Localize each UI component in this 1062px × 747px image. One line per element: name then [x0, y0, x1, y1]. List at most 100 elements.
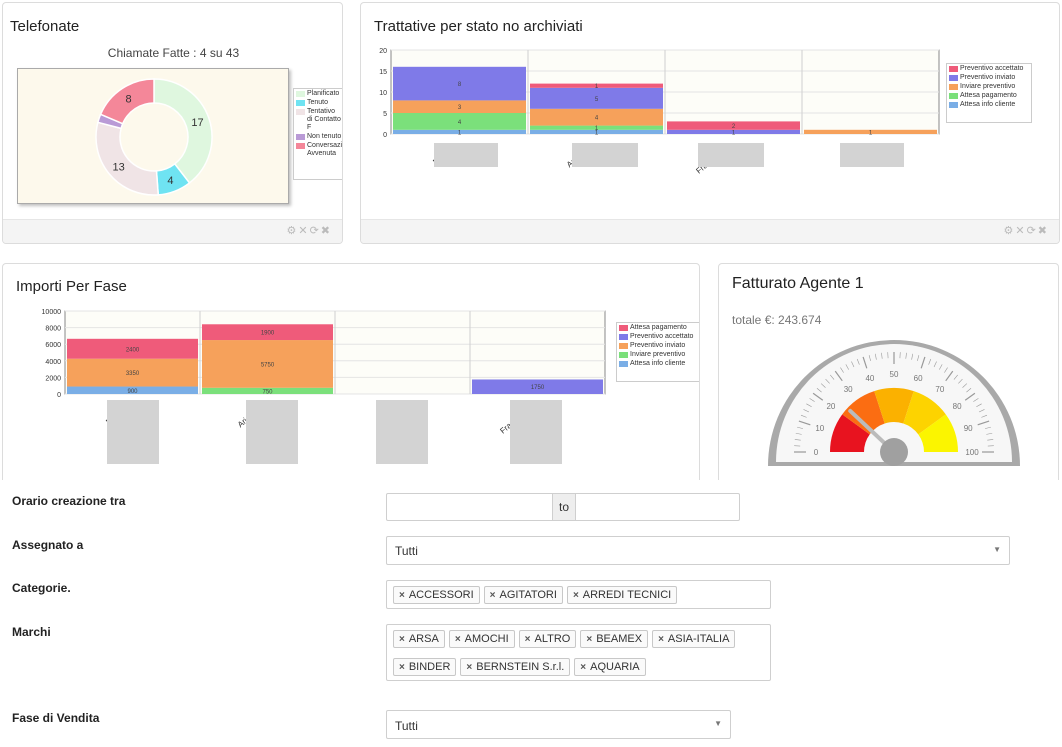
gauge-tick — [830, 374, 835, 380]
marchi-tag-label: BEAMEX — [596, 633, 643, 645]
telefonate-tools-icons[interactable]: ⚙✕⟳✖ — [286, 224, 332, 237]
tratt-bar-value-label: 1 — [458, 130, 462, 136]
telefonate-legend-item[interactable]: Tenuto — [296, 99, 342, 107]
gauge-tick — [851, 361, 855, 368]
marchi-tag[interactable]: × ALTRO — [518, 630, 577, 648]
remove-tag-icon[interactable]: × — [586, 633, 593, 645]
remove-tag-icon[interactable]: × — [572, 589, 579, 601]
importi-y-tick-label: 8000 — [45, 326, 61, 333]
marchi-tag[interactable]: × AMOCHI — [448, 630, 515, 648]
donut-slice — [99, 78, 155, 125]
marchi-tag[interactable]: × AQUARIA — [574, 658, 646, 676]
trattative-bar-chart: 051015201438Misael11451Arianna12Francesc… — [379, 48, 940, 176]
importi-legend-item[interactable]: Preventivo inviato — [619, 342, 697, 350]
tratt-bar-segment — [530, 108, 663, 126]
chevron-down-icon: ▼ — [714, 719, 722, 728]
tratt-bar-segment — [530, 129, 663, 134]
marchi-tag[interactable]: × BERNSTEIN S.r.l. — [460, 658, 571, 676]
importi-legend: Attesa pagamento Preventivo accettato Prev… — [616, 322, 699, 382]
remove-tag-icon[interactable]: × — [524, 633, 531, 645]
gauge-band — [830, 414, 870, 452]
telefonate-chart-area: 17 4 13 8 — [17, 68, 289, 204]
importi-y-tick-label: 0 — [57, 392, 61, 399]
orario-range-field: to — [386, 493, 740, 521]
gauge-tick — [933, 361, 937, 368]
categorie-tag[interactable]: × AGITATORI — [483, 586, 563, 604]
categorie-tag-input[interactable]: × ACCESSORI × AGITATORI × ARREDI TECNICI — [386, 580, 771, 609]
importi-panel: Importi Per Fase 0 2000 4000 6000 8000 10000 9… — [2, 263, 700, 493]
importi-bar-value-label: 1750 — [531, 385, 545, 391]
gauge-tick — [920, 356, 926, 369]
orario-to-input[interactable] — [577, 494, 739, 520]
gauge-tick-label: 40 — [865, 374, 874, 383]
fase-select[interactable]: Tutti ▼ — [386, 710, 731, 739]
telefonate-legend-item[interactable]: Conversazione Avvenuta — [296, 142, 342, 158]
tratt-legend-item[interactable]: Inviare preventivo — [949, 83, 1029, 91]
gauge-tick — [820, 383, 826, 388]
orario-from-input[interactable] — [387, 494, 552, 520]
telefonate-legend-label: Tenuto — [307, 99, 329, 106]
categorie-tag-label: ACCESSORI — [408, 589, 474, 601]
remove-tag-icon[interactable]: × — [399, 589, 405, 601]
telefonate-legend-item[interactable]: Non tenuto — [296, 133, 342, 141]
gauge-tick — [794, 439, 801, 441]
remove-tag-icon[interactable]: × — [580, 661, 587, 673]
remove-tag-icon[interactable]: × — [658, 633, 664, 645]
telefonate-donut-chart: 17 4 13 8 — [95, 78, 213, 196]
marchi-tag-input[interactable]: × ARSA × AMOCHI × ALTRO × BEAMEX × ASIA-ITALIA × B… — [386, 624, 771, 681]
marchi-tag[interactable]: × BEAMEX — [580, 630, 649, 648]
remove-tag-icon[interactable]: × — [399, 633, 405, 645]
importi-bar-value-label: 5750 — [261, 362, 275, 368]
categorie-tag[interactable]: × ACCESSORI — [393, 586, 480, 604]
gauge-tick — [816, 388, 822, 393]
donut-slice-label: 4 — [167, 175, 173, 187]
telefonate-legend-item[interactable]: Planificato — [296, 90, 342, 98]
tratt-bar-value-label: 4 — [458, 120, 462, 126]
gauge-tick — [981, 414, 988, 418]
importi-legend-item[interactable]: Inviare preventivo — [619, 351, 697, 359]
telefonate-subtitle: Chiamate Fatte : 4 su 43 — [107, 46, 240, 60]
importi-bar-segment — [202, 387, 333, 394]
tratt-bar-segment — [804, 129, 937, 134]
gauge-band — [874, 388, 914, 424]
importi-legend-label: Attesa pagamento — [630, 324, 687, 331]
tratt-bar-value-label: 1 — [595, 130, 599, 136]
tratt-legend-item[interactable]: Preventivo inviato — [949, 74, 1029, 82]
remove-tag-icon[interactable]: × — [466, 661, 473, 673]
categorie-tags: × ACCESSORI × AGITATORI × ARREDI TECNICI — [389, 586, 678, 604]
importi-legend-swatch — [619, 334, 628, 340]
marchi-tag[interactable]: × ARSA — [393, 630, 445, 648]
remove-tag-icon[interactable]: × — [454, 633, 461, 645]
importi-legend-item[interactable]: Attesa info cliente — [619, 360, 697, 368]
gauge-band — [903, 391, 946, 435]
gauge-tick-label: 30 — [844, 385, 853, 394]
tratt-legend-item[interactable]: Attesa info cliente — [949, 101, 1029, 109]
importi-legend-label: Preventivo inviato — [630, 342, 686, 349]
tratt-legend-item[interactable]: Attesa pagamento — [949, 92, 1029, 100]
trattative-tools-icons[interactable]: ⚙✕⟳✖ — [1003, 224, 1049, 237]
gauge-tick-label: 60 — [914, 374, 923, 383]
tratt-legend-swatch — [949, 84, 958, 90]
trattative-panel: Trattative per stato no archiviati 0 5 10 1… — [360, 2, 1060, 244]
categorie-tag[interactable]: × ARREDI TECNICI — [566, 586, 678, 604]
gauge-tick — [987, 439, 994, 441]
importi-legend-item[interactable]: Attesa pagamento — [619, 324, 697, 332]
tratt-legend-swatch — [949, 102, 958, 108]
marchi-tag[interactable]: × BINDER — [393, 658, 457, 676]
gauge-tick-label: 70 — [935, 385, 944, 394]
importi-legend-item[interactable]: Preventivo accettato — [619, 333, 697, 341]
gauge-tick — [825, 378, 830, 384]
importi-redacted-label-2 — [246, 400, 298, 464]
donut-slice-label: 8 — [126, 94, 132, 106]
gauge-tick — [911, 353, 914, 360]
gauge-tick — [834, 370, 843, 382]
remove-tag-icon[interactable]: × — [399, 661, 405, 673]
marchi-tag[interactable]: × ASIA-ITALIA — [652, 630, 736, 648]
tratt-legend-item[interactable]: Preventivo accettato — [949, 65, 1029, 73]
gauge-tick — [977, 420, 990, 426]
remove-tag-icon[interactable]: × — [489, 589, 496, 601]
telefonate-legend-item[interactable]: Tentativo di Contatto F — [296, 108, 342, 132]
importi-bar-value-label: 1900 — [261, 331, 275, 337]
gauge-tick — [874, 353, 877, 360]
assegnato-select[interactable]: Tutti ▼ — [386, 536, 1010, 565]
